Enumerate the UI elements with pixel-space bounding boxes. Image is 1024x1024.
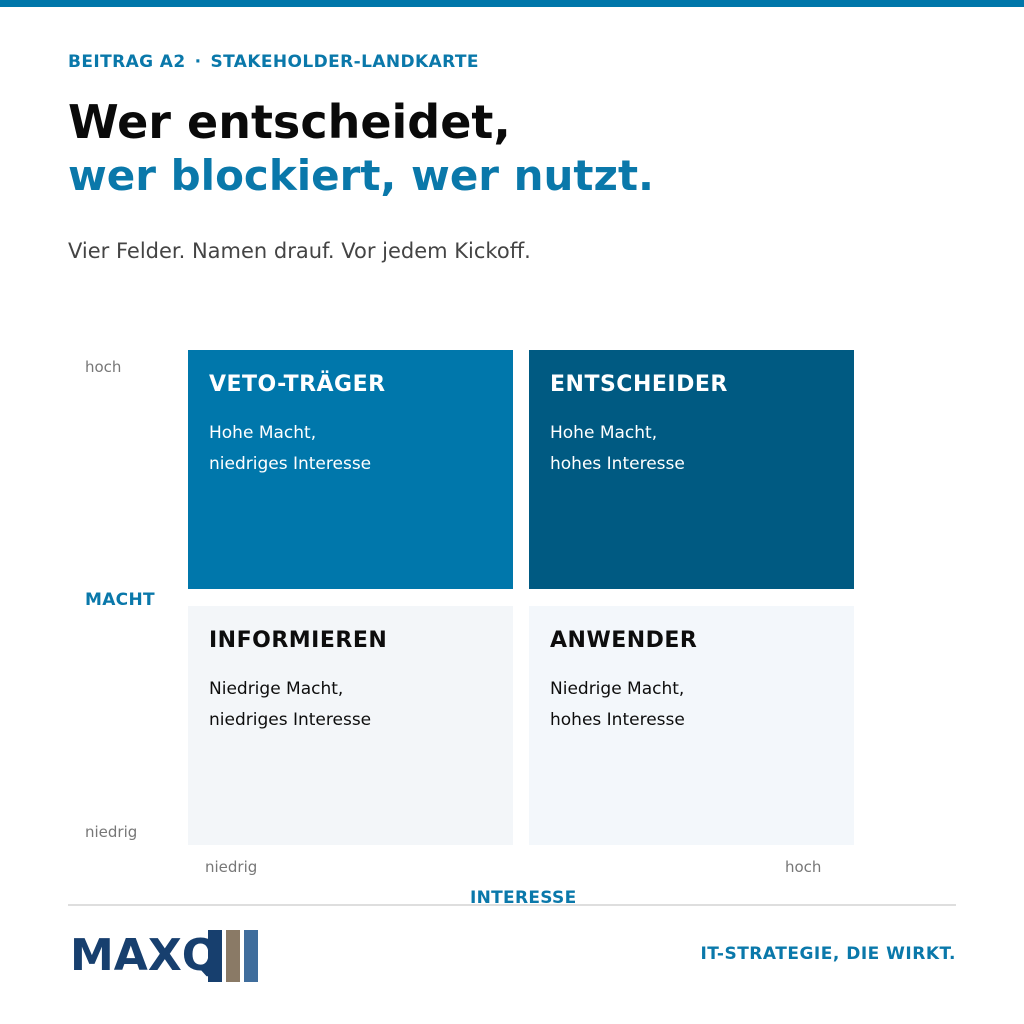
x-axis-low: niedrig <box>205 858 258 876</box>
eyebrow-topic: STAKEHOLDER-LANDKARTE <box>210 52 479 72</box>
quadrant-entscheider: ENTSCHEIDER Hohe Macht, hohes Interesse <box>529 350 854 589</box>
logo-bar <box>208 930 222 982</box>
quadrant-description-line: Niedrige Macht, <box>550 679 685 699</box>
y-axis-high: hoch <box>85 358 122 376</box>
quadrant-description: Niedrige Macht, niedriges Interesse <box>209 674 492 736</box>
quadrant-anwender: ANWENDER Niedrige Macht, hohes Interesse <box>529 606 854 845</box>
eyebrow-separator: · <box>194 52 202 72</box>
footer-divider <box>68 904 956 906</box>
quadrant-title: VETO-TRÄGER <box>209 372 386 397</box>
headline-line-1: Wer entscheidet, <box>68 95 511 149</box>
quadrant-informieren: INFORMIEREN Niedrige Macht, niedriges In… <box>188 606 513 845</box>
quadrant-veto-traeger: VETO-TRÄGER Hohe Macht, niedriges Intere… <box>188 350 513 589</box>
logo-wordmark: MAXQ <box>70 930 220 981</box>
x-axis-high: hoch <box>785 858 822 876</box>
eyebrow-article: BEITRAG A2 <box>68 52 186 72</box>
quadrant-description-line: Niedrige Macht, <box>209 679 344 699</box>
logo-bar <box>244 930 258 982</box>
logo-bar <box>226 930 240 982</box>
eyebrow: BEITRAG A2 · STAKEHOLDER-LANDKARTE <box>68 52 479 72</box>
quadrant-title: INFORMIEREN <box>209 628 388 653</box>
y-axis-low: niedrig <box>85 823 138 841</box>
subtitle: Vier Felder. Namen drauf. Vor jedem Kick… <box>68 239 531 263</box>
quadrant-title: ENTSCHEIDER <box>550 372 728 397</box>
quadrant-description-line: hohes Interesse <box>550 454 685 474</box>
quadrant-description: Hohe Macht, hohes Interesse <box>550 418 833 480</box>
quadrant-title: ANWENDER <box>550 628 698 653</box>
footer-tagline: IT-STRATEGIE, DIE WIRKT. <box>700 944 956 964</box>
y-axis-label: MACHT <box>85 590 155 610</box>
logo-bars-icon <box>208 930 258 982</box>
quadrant-description-line: Hohe Macht, <box>209 423 317 443</box>
quadrant-description-line: Hohe Macht, <box>550 423 658 443</box>
x-axis-label: INTERESSE <box>470 888 577 908</box>
quadrant-description-line: niedriges Interesse <box>209 710 372 730</box>
quadrant-description-line: hohes Interesse <box>550 710 685 730</box>
quadrant-description-line: niedriges Interesse <box>209 454 372 474</box>
headline-line-2: wer blockiert, wer nutzt. <box>68 151 654 200</box>
top-accent-bar <box>0 0 1024 7</box>
quadrant-description: Hohe Macht, niedriges Interesse <box>209 418 492 480</box>
quadrant-description: Niedrige Macht, hohes Interesse <box>550 674 833 736</box>
